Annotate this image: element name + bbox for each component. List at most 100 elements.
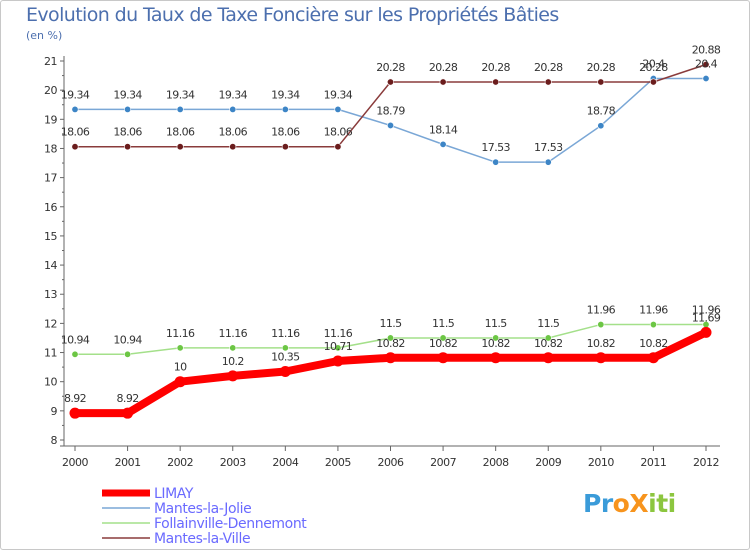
- x-tick-label: 2008: [483, 456, 509, 469]
- legend-label-mantes-la-jolie: Mantes-la-Jolie: [154, 501, 251, 517]
- data-label-mantes-la-jolie: 19.34: [113, 88, 142, 101]
- data-point-mantes-la-jolie: [492, 158, 500, 166]
- data-label-mantes-la-jolie: 18.79: [376, 104, 405, 117]
- data-label-mantes-la-jolie: 17.53: [481, 141, 510, 154]
- data-label-limay: 10.82: [376, 337, 405, 350]
- logo-letter: t: [656, 489, 668, 518]
- data-point-mantes-la-jolie: [71, 105, 79, 113]
- y-tick-label: 18: [44, 142, 57, 155]
- data-point-mantes-la-ville: [702, 60, 710, 68]
- data-label-mantes-la-ville: 20.28: [429, 61, 458, 74]
- data-point-mantes-la-ville: [334, 143, 342, 151]
- data-label-mantes-la-jolie: 18.14: [429, 123, 458, 136]
- x-tick-label: 2010: [588, 456, 614, 469]
- chart-title: Evolution du Taux de Taxe Foncière sur l…: [26, 4, 559, 26]
- data-label-follainville-dennemont: 11.16: [219, 327, 248, 340]
- y-tick-label: 8: [51, 434, 58, 447]
- y-tick-label: 16: [44, 201, 57, 214]
- data-point-mantes-la-jolie: [544, 158, 552, 166]
- y-tick-label: 13: [44, 288, 57, 301]
- legend-label-follainville-dennemont: Follainville-Dennemont: [154, 516, 307, 532]
- axes: 8 9 10 11 12 13 14 15 16 17 18 19 20 21 2000 2001 2002 20…: [44, 55, 720, 469]
- y-tick-label: 15: [44, 230, 57, 243]
- data-point-mantes-la-ville: [281, 143, 289, 151]
- legend-label-limay: LIMAY: [154, 486, 194, 502]
- data-point-follainville-dennemont: [544, 334, 552, 342]
- data-point-mantes-la-ville: [176, 143, 184, 151]
- x-tick-label: 2006: [378, 456, 404, 469]
- data-label-mantes-la-jolie: 19.34: [61, 88, 90, 101]
- data-label-mantes-la-jolie: 18.78: [587, 105, 616, 118]
- y-tick-label: 12: [44, 317, 57, 330]
- data-label-mantes-la-ville: 20.28: [376, 61, 405, 74]
- data-point-mantes-la-jolie: [281, 105, 289, 113]
- data-label-limay: 11.69: [692, 311, 721, 324]
- x-tick-label: 2012: [693, 456, 719, 469]
- data-point-follainville-dennemont: [229, 344, 237, 352]
- data-point-limay: [437, 352, 449, 364]
- data-label-mantes-la-ville: 18.06: [61, 126, 90, 139]
- data-point-mantes-la-ville: [492, 78, 500, 86]
- x-tick-label: 2002: [167, 456, 193, 469]
- data-point-follainville-dennemont: [439, 334, 447, 342]
- data-point-mantes-la-jolie: [386, 121, 394, 129]
- data-point-limay: [69, 407, 81, 419]
- data-label-mantes-la-ville: 20.88: [692, 43, 721, 56]
- x-tick-label: 2005: [325, 456, 351, 469]
- logo-letter: i: [648, 489, 657, 518]
- unit-label: (en %): [26, 29, 63, 42]
- data-label-mantes-la-ville: 20.28: [481, 61, 510, 74]
- data-label-limay: 10.35: [271, 350, 300, 363]
- data-point-limay: [700, 326, 712, 338]
- data-label-follainville-dennemont: 11.5: [379, 317, 402, 330]
- data-label-follainville-dennemont: 11.5: [432, 317, 455, 330]
- x-tick-label: 2009: [535, 456, 561, 469]
- data-label-limay: 10.82: [639, 337, 668, 350]
- y-tick-label: 21: [44, 55, 57, 68]
- data-point-limay: [595, 352, 607, 364]
- y-tick-label: 9: [51, 405, 58, 418]
- data-point-follainville-dennemont: [649, 321, 657, 329]
- data-point-limay: [332, 355, 344, 367]
- data-label-mantes-la-ville: 18.06: [324, 126, 353, 139]
- data-label-follainville-dennemont: 11.5: [485, 317, 508, 330]
- x-tick-label: 2003: [220, 456, 246, 469]
- x-tick-label: 2007: [430, 456, 456, 469]
- data-point-mantes-la-jolie: [439, 140, 447, 148]
- logo-letter: r: [600, 489, 613, 518]
- data-labels: 19.34 19.34 19.34 19.34 19.34 19.34 18.79 18.14…: [61, 43, 722, 405]
- data-point-follainville-dennemont: [176, 344, 184, 352]
- x-tick-label: 2004: [272, 456, 298, 469]
- x-tick-label: 2001: [115, 456, 141, 469]
- data-point-limay: [542, 352, 554, 364]
- y-tick-label: 11: [44, 347, 57, 360]
- data-point-mantes-la-ville: [649, 78, 657, 86]
- data-label-follainville-dennemont: 11.5: [537, 317, 560, 330]
- data-label-follainville-dennemont: 11.96: [639, 304, 668, 317]
- data-label-limay: 10.82: [587, 337, 616, 350]
- data-label-mantes-la-jolie: 19.34: [219, 88, 248, 101]
- data-point-limay: [490, 352, 502, 364]
- data-point-mantes-la-jolie: [334, 105, 342, 113]
- data-point-limay: [122, 407, 134, 419]
- data-point-follainville-dennemont: [386, 334, 394, 342]
- data-label-mantes-la-ville: 18.06: [166, 126, 195, 139]
- proxiti-logo: ProXiti: [583, 489, 676, 518]
- logo-letter: o: [612, 489, 630, 518]
- data-label-mantes-la-ville: 18.06: [219, 126, 248, 139]
- data-point-limay: [174, 376, 186, 388]
- data-label-follainville-dennemont: 10.94: [61, 333, 90, 346]
- data-label-mantes-la-jolie: 19.34: [166, 88, 195, 101]
- data-label-mantes-la-jolie: 20.4: [642, 57, 665, 70]
- y-tick-label: 17: [44, 172, 57, 185]
- data-label-limay: 10.2: [222, 355, 244, 368]
- logo-letter: X: [629, 489, 649, 518]
- data-label-mantes-la-ville: 18.06: [113, 126, 142, 139]
- data-label-follainville-dennemont: 10.94: [113, 333, 142, 346]
- data-label-limay: 10.82: [429, 337, 458, 350]
- y-tick-label: 14: [44, 259, 57, 272]
- data-point-follainville-dennemont: [124, 350, 132, 358]
- legend-label-mantes-la-ville: Mantes-la-Ville: [154, 531, 250, 547]
